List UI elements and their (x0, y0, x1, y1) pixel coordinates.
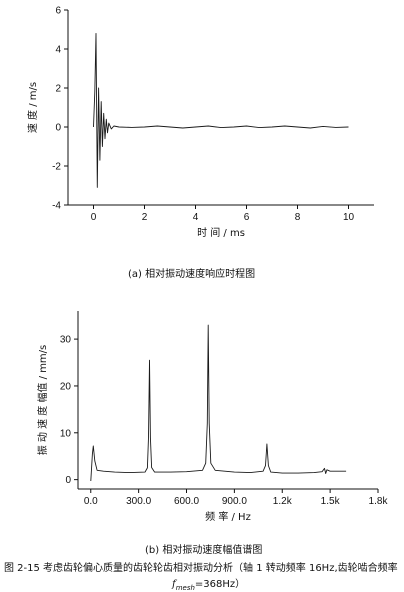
chart-a-x-tick-label: 4 (193, 212, 199, 223)
subtitle-a: (a) 相对振动速度响应时程图 (128, 269, 256, 280)
chart-b-y-tick-label: 30 (60, 335, 72, 346)
chart-a-x-tick-label: 6 (244, 212, 250, 223)
chart-b-x-tick-label: 300.0 (126, 496, 151, 507)
subtitle-b: (b) 相对振动速度幅值谱图 (145, 545, 263, 556)
chart-a-y-tick-label: 2 (55, 84, 61, 95)
chart-b-y-tick-label: 0 (65, 475, 71, 486)
chart-a-y-tick-label: 4 (55, 45, 61, 56)
chart-b-x-tick-label: 1.8k (369, 496, 389, 507)
chart-b-x-tick-label: 900.0 (222, 496, 247, 507)
chart-b-x-tick-label: 0.0 (84, 496, 98, 507)
chart-b-x-tick-label: 1.5k (321, 496, 341, 507)
chart-a-y-tick-label: -2 (52, 162, 61, 173)
chart-a-y-tick-label: 6 (55, 6, 61, 17)
fmesh-value: =368Hz） (194, 579, 246, 590)
chart-a-x-tick-label: 8 (295, 212, 301, 223)
chart-b-y-tick-label: 20 (60, 381, 72, 392)
chart-b-x-tick-label: 1.2k (273, 496, 293, 507)
figure-caption-line2: fmesh=368Hz） (172, 575, 245, 592)
chart-b-x-tick-label: 600.0 (174, 496, 199, 507)
chart-b-x-axis-label: 频 率 / Hz (205, 510, 251, 523)
chart-a-x-tick-label: 10 (343, 212, 355, 223)
chart-a-x-tick-label: 2 (142, 212, 148, 223)
chart-b-series-line (90, 324, 347, 482)
chart-a-y-tick-label: -4 (52, 201, 61, 212)
figure-caption-line1: 图 2-15 考虑齿轮偏心质量的齿轮轮齿相对振动分析（轴 1 转动频率 16Hz… (4, 563, 398, 574)
chart-a-y-tick-label: 0 (55, 123, 61, 134)
fmesh-symbol: f (172, 579, 176, 590)
chart-a-y-axis-label: 速 度 / m/s (26, 82, 39, 133)
chart-a-x-tick-label: 0 (91, 212, 97, 223)
chart-a-x-axis-label: 时 间 / ms (197, 226, 245, 239)
chart-b-y-tick-label: 10 (60, 428, 72, 439)
fmesh-subscript: mesh (175, 584, 195, 592)
chart-b-y-axis-label: 振 动 速 度 幅值 / mm/s (36, 345, 49, 456)
chart-a-series-line (93, 32, 349, 188)
